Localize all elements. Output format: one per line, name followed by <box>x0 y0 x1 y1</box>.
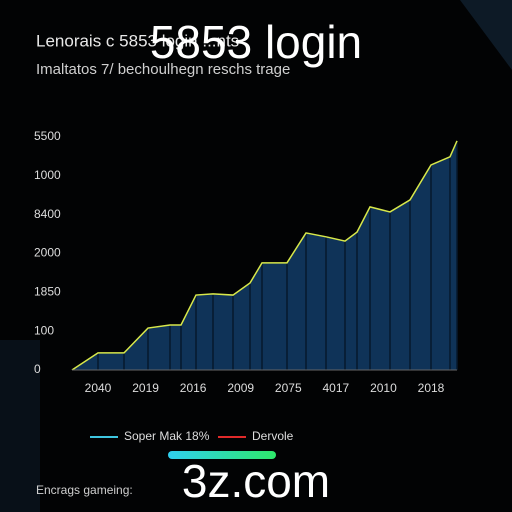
y-tick-label: 1850 <box>34 285 61 299</box>
area <box>72 140 457 370</box>
x-tick-label: 2018 <box>418 381 445 395</box>
subtitle: Imaltatos 7/ bechoulhegn reschs trage <box>36 61 290 78</box>
corner-shape <box>0 340 40 512</box>
line <box>71 140 458 371</box>
y-tick-label: 1000 <box>34 168 61 182</box>
y-tick-label: 100 <box>34 323 54 337</box>
x-tick-label: 2010 <box>370 381 397 395</box>
x-tick-label: 2009 <box>227 381 254 395</box>
legend-label: Soper Mak 18% <box>124 429 210 443</box>
chart-title: Lenorais c 5853 login ...nts <box>36 31 239 50</box>
x-tick-label: 2016 <box>180 381 207 395</box>
corner-shape <box>460 0 512 70</box>
brand: 3z.com <box>182 455 330 507</box>
legend-label: Dervole <box>252 429 294 443</box>
x-tick-label: 2040 <box>85 381 112 395</box>
y-tick-label: 2000 <box>34 246 61 260</box>
brand-bar <box>168 451 276 459</box>
y-tick-label: 8400 <box>34 207 61 221</box>
x-tick-label: 4017 <box>323 381 350 395</box>
overlay-title: 5853 login <box>150 16 362 68</box>
y-tick-label: 0 <box>34 362 41 376</box>
footer: Encrags gameing: <box>36 483 133 497</box>
x-tick-label: 2019 <box>132 381 159 395</box>
x-tick-label: 2075 <box>275 381 302 395</box>
y-tick-label: 5500 <box>34 129 61 143</box>
